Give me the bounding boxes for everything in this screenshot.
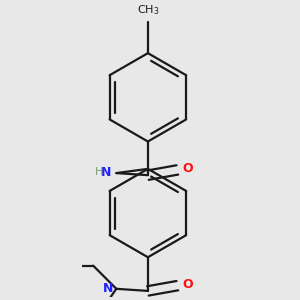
Text: N: N <box>101 166 111 178</box>
Text: CH$_3$: CH$_3$ <box>137 4 159 17</box>
Text: H: H <box>95 167 104 177</box>
Text: N: N <box>103 282 113 295</box>
Text: O: O <box>183 278 193 291</box>
Text: O: O <box>183 162 193 176</box>
